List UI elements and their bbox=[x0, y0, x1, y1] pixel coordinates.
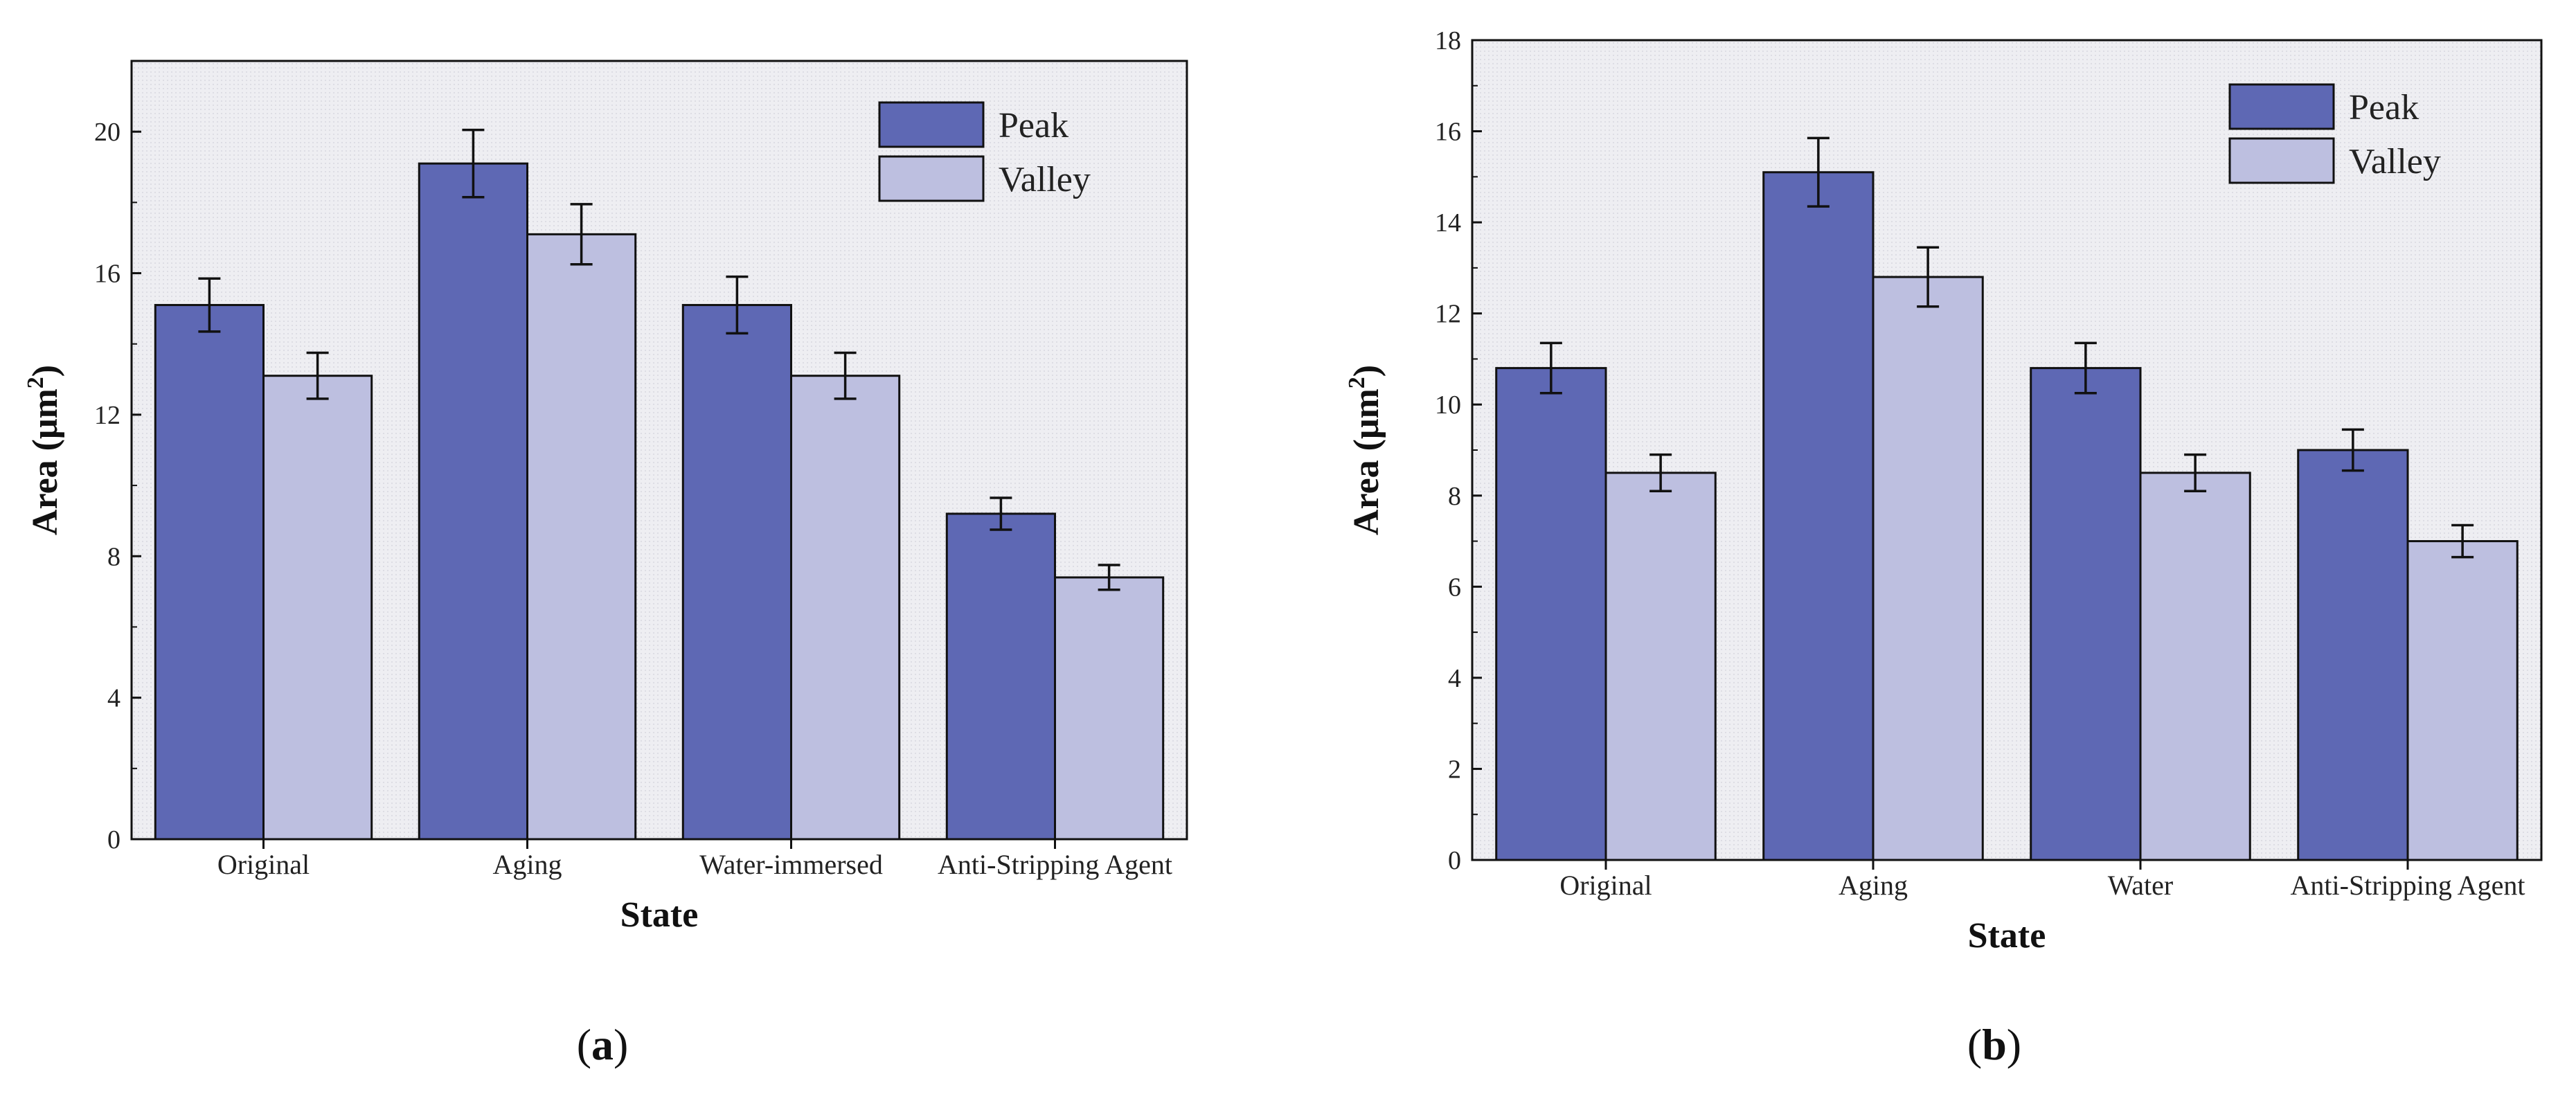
bar-peak-3 bbox=[945, 512, 1057, 841]
bar-peak-2 bbox=[2030, 367, 2142, 861]
panel-label-open: ( bbox=[1967, 1020, 1982, 1069]
legend-swatch-peak bbox=[878, 101, 985, 148]
legend-swatch-valley bbox=[2228, 137, 2335, 184]
y-tick-label-9: 18 bbox=[1435, 26, 1461, 55]
legend-swatch-valley bbox=[878, 155, 985, 202]
bar-valley-3 bbox=[1054, 576, 1165, 841]
y-tick-label-0: 0 bbox=[107, 825, 120, 854]
y-tick-label-4: 8 bbox=[1448, 482, 1461, 511]
panel-label-close: ) bbox=[2007, 1020, 2021, 1069]
legend-label-peak: Peak bbox=[2349, 88, 2419, 127]
legend: Peak Valley bbox=[878, 101, 1091, 202]
legend-label-valley: Valley bbox=[999, 160, 1091, 199]
bar-peak-1 bbox=[418, 162, 528, 841]
y-tick-label-4: 16 bbox=[94, 260, 120, 289]
legend-swatch-peak bbox=[2228, 83, 2335, 130]
panel-label-a: (a) bbox=[577, 1020, 629, 1069]
bar-peak-0 bbox=[1495, 367, 1607, 861]
bar-valley-2 bbox=[2139, 472, 2251, 861]
legend: Peak Valley bbox=[2228, 83, 2441, 184]
x-tick-label-1: Aging bbox=[493, 849, 562, 880]
y-tick-label-7: 14 bbox=[1435, 208, 1461, 237]
y-tick-label-3: 6 bbox=[1448, 573, 1461, 602]
bar-valley-1 bbox=[526, 233, 637, 841]
y-axis-title: Area (μm2) bbox=[23, 365, 65, 535]
x-axis-title: State bbox=[620, 895, 699, 935]
y-tick-label-0: 0 bbox=[1448, 846, 1461, 875]
bar-valley-2 bbox=[790, 375, 901, 841]
bar-peak-3 bbox=[2297, 449, 2409, 861]
x-axis-title: State bbox=[1968, 916, 2046, 956]
y-axis-title-sup: 2 bbox=[1344, 377, 1370, 388]
legend-label-peak: Peak bbox=[999, 106, 1068, 145]
chart-panel-a: 0 4 8 12 16 20 Original Aging Water-immersed Anti… bbox=[23, 60, 1188, 1069]
x-tick-label-0: Original bbox=[217, 849, 310, 880]
bar-peak-0 bbox=[154, 304, 265, 841]
y-tick-label-1: 4 bbox=[107, 684, 120, 713]
x-tick-label-0: Original bbox=[1559, 870, 1652, 901]
x-tick-label-3: Anti-Stripping Agent bbox=[938, 849, 1172, 880]
bar-valley-3 bbox=[2406, 540, 2519, 861]
bar-valley-1 bbox=[1872, 276, 1984, 861]
y-tick-label-3: 12 bbox=[94, 401, 120, 430]
y-tick-label-6: 12 bbox=[1435, 300, 1461, 329]
bar-valley-0 bbox=[1604, 472, 1717, 861]
y-axis-title-main: Area (μm bbox=[26, 388, 65, 535]
y-axis-title-close: ) bbox=[1347, 365, 1386, 377]
plot-frame bbox=[130, 60, 1188, 841]
bar-peak-2 bbox=[681, 304, 792, 841]
panel-label-close: ) bbox=[614, 1020, 628, 1069]
y-tick-label-1: 2 bbox=[1448, 755, 1461, 784]
y-tick-label-5: 20 bbox=[94, 118, 120, 147]
panel-label-letter: a bbox=[591, 1020, 614, 1069]
y-tick-label-5: 10 bbox=[1435, 391, 1461, 420]
panel-label-letter: b bbox=[1982, 1020, 2007, 1069]
legend-label-valley: Valley bbox=[2349, 142, 2441, 181]
y-tick-label-2: 8 bbox=[107, 542, 120, 571]
x-tick-label-1: Aging bbox=[1839, 870, 1908, 901]
x-tick-label-2: Water bbox=[2108, 870, 2174, 901]
panel-label-b: (b) bbox=[1967, 1020, 2021, 1069]
x-tick-label-3: Anti-Stripping Agent bbox=[2291, 870, 2525, 901]
y-tick-label-2: 4 bbox=[1448, 664, 1461, 693]
y-axis-title-main: Area (μm bbox=[1347, 388, 1386, 535]
y-axis-title-close: ) bbox=[26, 365, 65, 377]
x-tick-label-2: Water-immersed bbox=[699, 849, 883, 880]
bar-valley-0 bbox=[262, 375, 373, 841]
bar-peak-1 bbox=[1762, 171, 1875, 861]
y-tick-label-8: 16 bbox=[1435, 118, 1461, 147]
panel-label-open: ( bbox=[577, 1020, 591, 1069]
chart-panel-b: 0 2 4 6 8 10 12 14 16 18 Original Aging Water Anti-St… bbox=[1344, 26, 2543, 1069]
y-axis-title-sup: 2 bbox=[23, 377, 48, 388]
y-axis-title: Area (μm2) bbox=[1344, 365, 1386, 535]
